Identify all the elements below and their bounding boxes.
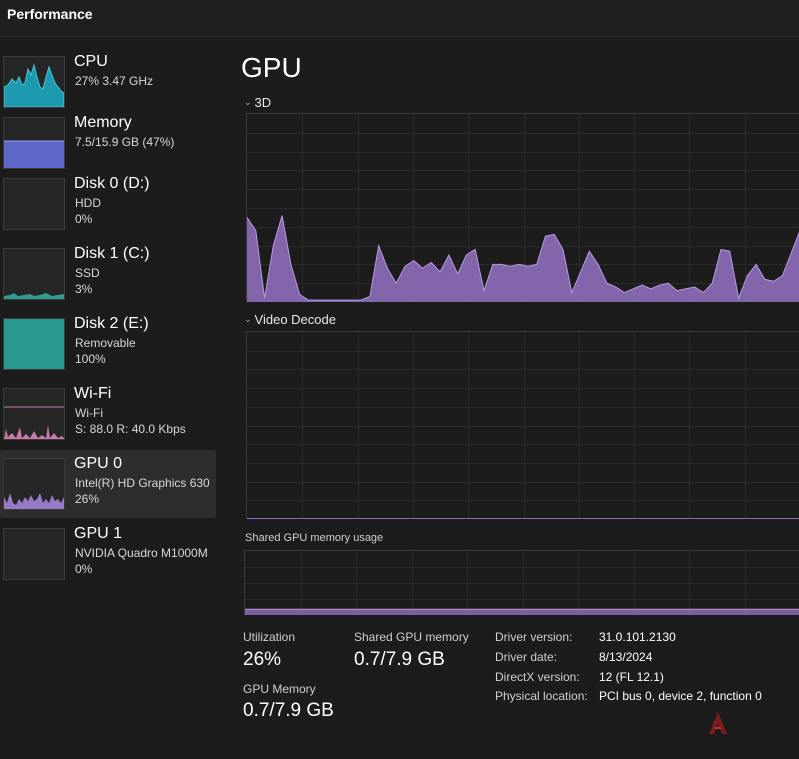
graph-video-decode <box>246 331 799 519</box>
sidebar-item-detail: SSD <box>75 266 100 280</box>
graph-3d <box>246 113 799 302</box>
engine-label: 3D <box>254 95 272 110</box>
sidebar-item-detail: Intel(R) HD Graphics 630 <box>75 476 210 490</box>
sidebar-item-gpu1[interactable]: GPU 1 NVIDIA Quadro M1000M 0% <box>0 520 216 588</box>
engine-selector-video-decode[interactable]: ⌄ Video Decode <box>244 312 336 327</box>
sidebar-item-value: 26% <box>75 492 100 506</box>
memory-thumbnail <box>3 117 65 169</box>
disk0-thumbnail <box>3 178 65 230</box>
sidebar-item-cpu[interactable]: CPU 27% 3.47 GHz <box>0 48 216 116</box>
sidebar-item-label: GPU 0 <box>74 455 123 472</box>
graph-video-decode-svg <box>247 332 799 519</box>
physical-location-label: Physical location: <box>495 689 588 703</box>
graph-3d-svg <box>247 114 799 302</box>
series-3d-line <box>247 215 799 301</box>
graph-shared-memory <box>244 550 799 615</box>
sidebar-item-detail: Wi-Fi <box>75 406 103 420</box>
engine-label: Video Decode <box>254 312 336 327</box>
shared-memory-graph-label: Shared GPU memory usage <box>245 532 384 544</box>
series-shared-memory-area <box>245 609 799 615</box>
sidebar: CPU 27% 3.47 GHz Memory 7.5/15.9 GB (47%… <box>0 37 218 759</box>
series-3d-area <box>247 215 799 302</box>
sidebar-item-value: 0% <box>75 562 93 576</box>
sidebar-item-label: CPU <box>74 53 108 70</box>
graph-shared-memory-svg <box>245 551 799 615</box>
physical-location-value: PCI bus 0, device 2, function 0 <box>599 689 762 703</box>
sidebar-item-detail: Removable <box>75 336 136 350</box>
sidebar-item-disk2[interactable]: Disk 2 (E:) Removable 100% <box>0 310 216 378</box>
sidebar-item-label: Wi-Fi <box>74 385 112 402</box>
sidebar-item-detail: HDD <box>75 196 101 210</box>
sidebar-item-disk1[interactable]: Disk 1 (C:) SSD 3% <box>0 240 216 308</box>
sidebar-item-value: 3% <box>75 282 93 296</box>
title-bar: Performance <box>0 0 799 37</box>
sidebar-item-value: 0% <box>75 212 93 226</box>
page-title: GPU <box>241 52 302 83</box>
sidebar-item-value: S: 88.0 R: 40.0 Kbps <box>75 422 186 436</box>
sidebar-item-memory[interactable]: Memory 7.5/15.9 GB (47%) <box>0 109 216 177</box>
window-title: Performance <box>7 6 93 22</box>
sidebar-item-disk0[interactable]: Disk 0 (D:) HDD 0% <box>0 170 216 238</box>
directx-version-value: 12 (FL 12.1) <box>599 670 664 684</box>
utilization-label: Utilization <box>243 630 296 644</box>
sidebar-item-label: Memory <box>74 114 132 131</box>
sidebar-item-label: Disk 2 (E:) <box>74 315 149 332</box>
sidebar-item-detail: NVIDIA Quadro M1000M <box>75 546 208 560</box>
chevron-down-icon: ⌄ <box>244 314 252 324</box>
wifi-thumbnail <box>3 388 65 440</box>
watermark-logo-icon <box>709 712 727 734</box>
shared-gpu-memory-value: 0.7/7.9 GB <box>354 649 445 670</box>
sidebar-item-label: GPU 1 <box>74 525 123 542</box>
sidebar-item-gpu0[interactable]: GPU 0 Intel(R) HD Graphics 630 26% <box>0 450 216 518</box>
sidebar-item-value: 100% <box>75 352 106 366</box>
utilization-value: 26% <box>243 649 282 670</box>
driver-date-label: Driver date: <box>495 650 558 664</box>
gpu0-thumbnail <box>3 458 65 510</box>
chevron-down-icon: ⌄ <box>244 97 252 107</box>
sidebar-item-wifi[interactable]: Wi-Fi Wi-Fi S: 88.0 R: 40.0 Kbps <box>0 380 216 448</box>
directx-version-label: DirectX version: <box>495 670 580 684</box>
engine-selector-3d[interactable]: ⌄ 3D <box>244 95 271 110</box>
gpu-memory-label: GPU Memory <box>243 682 316 696</box>
shared-gpu-memory-label: Shared GPU memory <box>354 630 469 644</box>
sidebar-item-label: Disk 0 (D:) <box>74 175 150 192</box>
gpu1-thumbnail <box>3 528 65 580</box>
sidebar-item-detail: 7.5/15.9 GB (47%) <box>75 135 175 149</box>
driver-version-value: 31.0.101.2130 <box>599 630 676 644</box>
driver-version-label: Driver version: <box>495 630 573 644</box>
cpu-thumbnail <box>3 56 65 108</box>
disk2-thumbnail <box>3 318 65 370</box>
disk1-thumbnail <box>3 248 65 300</box>
sidebar-item-label: Disk 1 (C:) <box>74 245 150 262</box>
driver-date-value: 8/13/2024 <box>599 650 653 664</box>
gpu-memory-value: 0.7/7.9 GB <box>243 700 334 721</box>
sidebar-item-detail: 27% 3.47 GHz <box>75 74 154 88</box>
